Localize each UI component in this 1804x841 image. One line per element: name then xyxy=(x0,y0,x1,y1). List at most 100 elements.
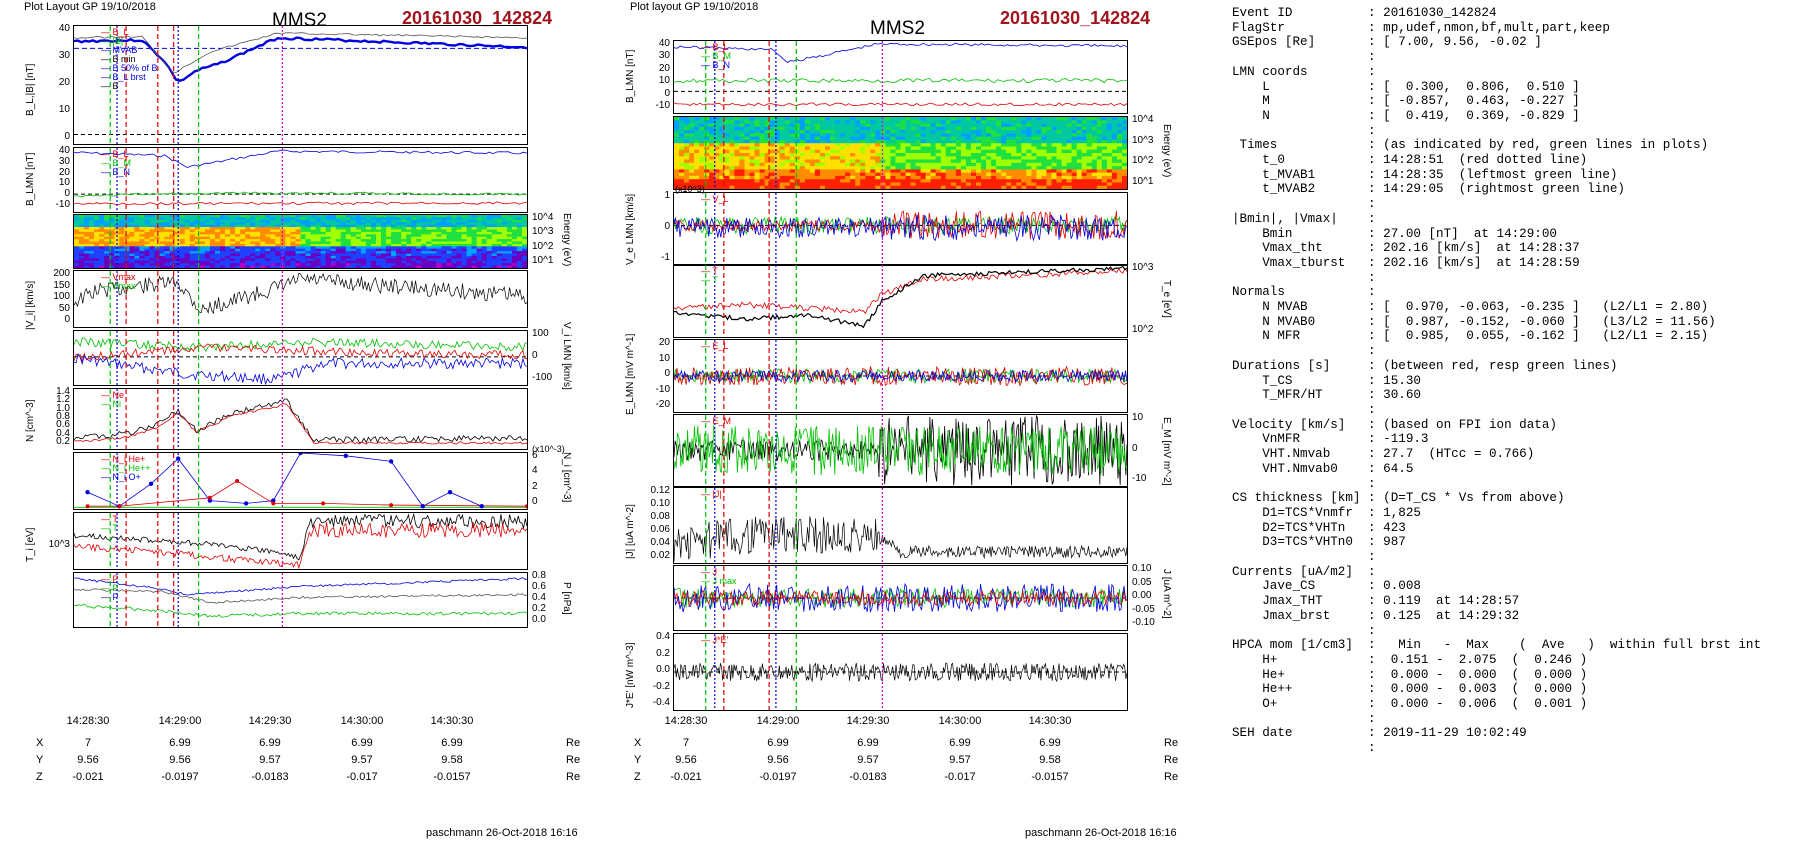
spectrogram-cell xyxy=(809,143,816,148)
spectrogram-cell xyxy=(880,185,886,189)
spectrogram-cell xyxy=(981,123,987,128)
spectrogram-cell xyxy=(905,146,912,151)
spectrogram-cell xyxy=(1101,130,1108,134)
spectrogram-cell xyxy=(1031,182,1037,187)
spectrogram-cell xyxy=(739,133,745,138)
oplus-point xyxy=(271,498,276,503)
spectrogram-cell xyxy=(189,258,196,262)
spectrogram-cell xyxy=(501,234,508,238)
spectrogram-cell xyxy=(320,251,327,255)
spectrogram-cell xyxy=(79,229,85,233)
spectrogram-cell xyxy=(784,169,791,174)
spectrogram-cell xyxy=(491,236,498,240)
spectrogram-cell xyxy=(209,246,216,250)
spectrogram-cell xyxy=(486,236,493,240)
spectrogram-cell xyxy=(714,172,720,177)
spectrogram-cell xyxy=(245,215,251,218)
spectrogram-cell xyxy=(315,236,322,240)
heplus-point xyxy=(389,503,394,508)
mid-panel-9-legend-1: — J*E' xyxy=(701,635,729,645)
spectrogram-cell xyxy=(734,172,740,177)
spectrogram-cell xyxy=(1041,126,1047,131)
spectrogram-cell xyxy=(350,265,357,268)
spectrogram-cell xyxy=(739,179,745,184)
spectrogram-cell xyxy=(466,248,473,252)
spectrogram-cell xyxy=(1066,185,1073,189)
spectrogram-cell xyxy=(981,182,987,187)
spectrogram-cell xyxy=(290,263,296,267)
spectrogram-cell xyxy=(300,229,307,233)
spectrogram-cell xyxy=(1116,153,1123,157)
spectrogram-cell xyxy=(496,231,503,235)
spectrogram-cell xyxy=(855,117,861,121)
spectrogram-cell xyxy=(679,123,685,128)
spectrogram-cell xyxy=(825,185,831,189)
spectrogram-cell xyxy=(496,234,503,238)
spectrogram-cell xyxy=(1076,149,1083,154)
spectrogram-cell xyxy=(804,162,811,167)
spectrogram-cell xyxy=(794,143,801,148)
spectrogram-cell xyxy=(441,253,447,257)
spectrogram-cell xyxy=(809,153,816,157)
spectrogram-cell xyxy=(421,219,427,223)
spectrogram-cell xyxy=(1016,169,1022,174)
spectrogram-cell xyxy=(355,239,362,243)
spectrogram-cell xyxy=(981,143,987,148)
spectrogram-cell xyxy=(240,239,246,243)
spectrogram-cell xyxy=(416,224,422,228)
spectrogram-cell xyxy=(699,139,705,144)
spectrogram-cell xyxy=(684,159,690,164)
spectrogram-cell xyxy=(89,263,95,267)
spectrogram-cell xyxy=(411,234,417,238)
spectrogram-cell xyxy=(679,139,685,144)
spectrogram-cell xyxy=(1056,133,1063,138)
spectrogram-cell xyxy=(1061,143,1068,148)
spectrogram-cell xyxy=(1021,120,1027,125)
spectrogram-cell xyxy=(830,130,836,134)
spectrogram-cell xyxy=(1061,179,1068,184)
spectrogram-cell xyxy=(875,133,881,138)
spectrogram-cell xyxy=(406,217,412,221)
spectrogram-cell xyxy=(471,217,478,221)
spectrogram-cell xyxy=(809,126,816,131)
left-panel-7-legend-1: — N_i He+ xyxy=(101,454,146,464)
spectrogram-cell xyxy=(250,215,256,218)
spectrogram-cell xyxy=(1011,179,1017,184)
spectrogram-cell xyxy=(1031,117,1037,121)
left-panel-9-legend-1: — P xyxy=(101,574,119,584)
spectrogram-cell xyxy=(300,256,307,259)
spectrogram-cell xyxy=(1071,172,1078,177)
spectrogram-cell xyxy=(134,229,140,233)
spectrogram-cell xyxy=(466,217,473,221)
spectrogram-cell xyxy=(371,219,377,223)
spectrogram-cell xyxy=(714,117,720,121)
spectrogram-cell xyxy=(930,143,937,148)
spectrogram-cell xyxy=(491,241,498,245)
spectrogram-cell xyxy=(315,229,322,233)
spectrogram-cell xyxy=(1026,117,1032,121)
spectrogram-cell xyxy=(905,136,912,141)
spectrogram-cell xyxy=(99,217,105,221)
spectrogram-cell xyxy=(104,260,110,264)
spectrogram-cell xyxy=(139,258,145,262)
spectrogram-cell xyxy=(724,133,730,138)
spectrogram-cell xyxy=(674,120,680,125)
spectrogram-cell xyxy=(220,234,226,238)
spectrogram-cell xyxy=(1046,179,1053,184)
spectrogram-cell xyxy=(699,130,705,134)
spectrogram-cell xyxy=(754,133,761,138)
spectrogram-cell xyxy=(930,185,937,189)
spectrogram-cell xyxy=(169,217,176,221)
spectrogram-cell xyxy=(1056,153,1063,157)
spectrogram-cell xyxy=(386,229,392,233)
spectrogram-cell xyxy=(991,172,997,177)
spectrogram-cell xyxy=(209,253,216,257)
spectrogram-cell xyxy=(1086,179,1093,184)
spectrogram-cell xyxy=(709,149,715,154)
spectrogram-cell xyxy=(280,217,286,221)
spectrogram-cell xyxy=(466,215,473,218)
spectrogram-cell xyxy=(840,143,846,148)
spectrogram-cell xyxy=(1066,169,1073,174)
spectrogram-cell xyxy=(371,227,377,230)
spectrogram-cell xyxy=(330,227,337,230)
